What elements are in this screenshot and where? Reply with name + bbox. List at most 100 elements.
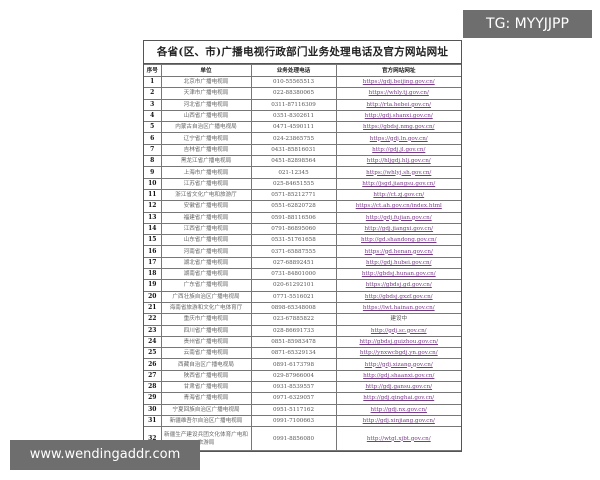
- header-seq: 序号: [144, 64, 162, 77]
- row-number: 19: [144, 279, 162, 292]
- website-link[interactable]: https://gdj.beijing.gov.cn/: [335, 75, 461, 89]
- row-number: 5: [144, 121, 162, 134]
- unit-name: 新疆维吾尔自治区广播电视局: [160, 414, 252, 428]
- phone-number: 0771-5516021: [250, 290, 337, 303]
- unit-name: 重庆市广播电视局: [160, 313, 252, 326]
- website-link[interactable]: http://gdj.qinghai.gov.cn/: [335, 392, 461, 405]
- unit-name: 安徽省广播电视局: [160, 200, 252, 213]
- table-row: 15 山东省广播电视局 0531-51761658 http://gd.shandon…: [144, 234, 461, 247]
- row-number: 11: [144, 188, 162, 202]
- table-row: 23 四川省广播电视局 028-86691733 http://gdj.sc.gov.…: [144, 324, 461, 337]
- phone-number: 0351-8302611: [250, 109, 337, 123]
- unit-name: 北京市广播电视局: [160, 75, 252, 89]
- row-number: 24: [144, 335, 162, 349]
- unit-name: 辽宁省广播电视局: [160, 132, 252, 145]
- unit-name: 江苏省广播电视局: [160, 177, 252, 190]
- unit-name: 湖南省广播电视局: [160, 268, 252, 281]
- website-link[interactable]: https://whlyj.sh.gov.cn/: [335, 166, 461, 179]
- website-link[interactable]: http://ct.zj.gov.cn/: [335, 188, 461, 202]
- unit-name: 山东省广播电视局: [160, 234, 252, 247]
- table-row: 8 黑龙江省广播电视局 0451-82898564 http://hljgdj.hlj…: [144, 155, 461, 168]
- table-row: 18 湖南省广播电视局 0731-84801000 http://gbdsj.huna…: [144, 268, 461, 281]
- website-link[interactable]: https://gdj.ln.gov.cn/: [335, 132, 461, 145]
- website-link[interactable]: https://gbdsj.nmg.gov.cn/: [335, 121, 461, 134]
- website-link[interactable]: http://gdj.xinjiang.gov.cn/: [335, 414, 461, 428]
- unit-name: 福建省广播电视局: [160, 211, 252, 224]
- unit-name: 河北省广播电视局: [160, 98, 252, 111]
- table-row: 24 贵州省广播电视局 0851-85983478 http://gbdsj.guiz…: [144, 335, 461, 349]
- website-status: 建设中: [335, 313, 461, 326]
- table-row: 30 宁夏回族自治区广播电视局 0951-5117162 http://gdj.nx.…: [144, 403, 461, 416]
- phone-number: 023-67885822: [250, 313, 337, 326]
- document-title: 各省(区、市)广播电视行政部门业务处理电话及官方网站网址: [144, 41, 461, 64]
- table-row: 31 新疆维吾尔自治区广播电视局 0991-7100663 http://gdj.xi…: [144, 414, 461, 428]
- phone-number: 0791-86895060: [250, 222, 337, 236]
- table-row: 6 辽宁省广播电视局 024-23865755 https://gdj.ln.gov.…: [144, 132, 461, 145]
- website-link[interactable]: http://gdj.shaanxi.gov.cn/: [335, 369, 461, 383]
- website-link[interactable]: http://jsgd.jiangsu.gov.cn/: [335, 177, 461, 190]
- phone-number: 0591-88116506: [250, 211, 337, 224]
- website-link[interactable]: http://gdj.sc.gov.cn/: [335, 324, 461, 337]
- unit-name: 黑龙江省广播电视局: [160, 155, 252, 168]
- website-link[interactable]: https://lwt.hainan.gov.cn/: [335, 301, 461, 315]
- website-link[interactable]: http://rta.hebei.gov.cn/: [335, 98, 461, 111]
- website-link[interactable]: https://gbdsj.gd.gov.cn/: [335, 279, 461, 292]
- document-table-container: 各省(区、市)广播电视行政部门业务处理电话及官方网站网址 序号 单位 业务处理电…: [143, 40, 462, 453]
- row-number: 14: [144, 222, 162, 236]
- phone-number: 0431-85816031: [250, 143, 337, 157]
- website-link[interactable]: https://ct.ah.gov.cn/index.html: [335, 200, 461, 213]
- website-link[interactable]: http://gbdsj.gxzf.gov.cn/: [335, 290, 461, 303]
- row-number: 16: [144, 245, 162, 258]
- website-link[interactable]: http://hljgdj.hlj.gov.cn/: [335, 155, 461, 168]
- phone-number: 029-87966004: [250, 369, 337, 383]
- website-link[interactable]: https://gd.henan.gov.cn/: [335, 245, 461, 258]
- phone-number: 024-23865755: [250, 132, 337, 145]
- contact-table: 序号 单位 业务处理电话 官方网站网址 1 北京市广播电视局 010-5556551…: [144, 64, 461, 452]
- unit-name: 西藏自治区广播电视局: [160, 358, 252, 371]
- phone-number: 010-55565513: [250, 75, 337, 89]
- row-number: 25: [144, 347, 162, 360]
- unit-name: 青海省广播电视局: [160, 392, 252, 405]
- website-link[interactable]: http://gdj.shanxi.gov.cn/: [335, 109, 461, 123]
- phone-number: 025-84651555: [250, 177, 337, 190]
- unit-name: 河南省广播电视局: [160, 245, 252, 258]
- website-link[interactable]: http://gdj.fujian.gov.cn/: [335, 211, 461, 224]
- website-link[interactable]: http://gdj.jiangxi.gov.cn/: [335, 222, 461, 236]
- watermark-top: TG: MYYJJPP: [463, 10, 592, 38]
- watermark-bottom: www.wendingaddr.com: [10, 440, 200, 470]
- phone-number: 0991-8856080: [250, 426, 337, 452]
- unit-name: 上海市广播电视局: [160, 166, 252, 179]
- phone-number: 0851-85983478: [250, 335, 337, 349]
- row-number: 30: [144, 403, 162, 416]
- website-link[interactable]: http://gdj.nx.gov.cn/: [335, 403, 461, 416]
- website-link[interactable]: http://gdj.xizang.gov.cn/: [335, 358, 461, 371]
- table-row: 3 河北省广播电视局 0311-87116309 http://rta.hebei.g…: [144, 98, 461, 111]
- phone-number: 0731-84801000: [250, 268, 337, 281]
- unit-name: 广西壮族自治区广播电视局: [160, 290, 252, 303]
- table-row: 1 北京市广播电视局 010-55565513 https://gdj.beijing…: [144, 75, 461, 89]
- table-row: 26 西藏自治区广播电视局 0891-6173798 http://gdj.xizan…: [144, 358, 461, 371]
- header-phone: 业务处理电话: [250, 64, 337, 77]
- website-link[interactable]: http://gd.shandong.gov.cn/: [335, 234, 461, 247]
- website-link[interactable]: http://gdj.gansu.gov.cn/: [335, 381, 461, 394]
- unit-name: 海南省旅游和文化广电体育厅: [160, 301, 252, 315]
- table-row: 16 河南省广播电视局 0371-65887555 https://gd.henan.…: [144, 245, 461, 258]
- website-link[interactable]: https://whly.tj.gov.cn/: [335, 87, 461, 100]
- table-row: 4 山西省广播电视局 0351-8302611 http://gdj.shanxi.g…: [144, 109, 461, 123]
- phone-number: 0311-87116309: [250, 98, 337, 111]
- website-link[interactable]: http://gdj.hubei.gov.cn/: [335, 256, 461, 270]
- website-link[interactable]: http://gdj.jl.gov.cn/: [335, 143, 461, 157]
- website-link[interactable]: http://wtgl.xjbt.gov.cn/: [335, 426, 461, 452]
- website-link[interactable]: http://gbdsj.guizhou.gov.cn/: [335, 335, 461, 349]
- table-row: 13 福建省广播电视局 0591-88116506 http://gdj.fujian…: [144, 211, 461, 224]
- unit-name: 吉林省广播电视局: [160, 143, 252, 157]
- website-link[interactable]: http://ynxwcbgdj.yn.gov.cn/: [335, 347, 461, 360]
- phone-number: 021-12345: [250, 166, 337, 179]
- row-number: 9: [144, 166, 162, 179]
- website-link[interactable]: http://gbdsj.hunan.gov.cn/: [335, 268, 461, 281]
- unit-name: 天津市广播电视局: [160, 87, 252, 100]
- unit-name: 四川省广播电视局: [160, 324, 252, 337]
- table-row: 5 内蒙古自治区广播电视局 0471-4590111 https://gbdsj.nm…: [144, 121, 461, 134]
- phone-number: 0531-51761658: [250, 234, 337, 247]
- row-number: 10: [144, 177, 162, 190]
